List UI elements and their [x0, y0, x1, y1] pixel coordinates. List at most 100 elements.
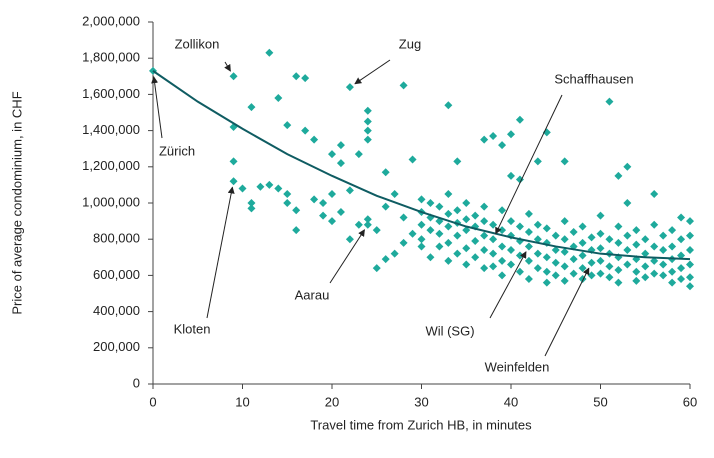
point	[614, 278, 623, 287]
point	[283, 189, 292, 198]
point	[247, 103, 256, 112]
point	[399, 213, 408, 222]
point	[542, 224, 551, 233]
point	[578, 222, 587, 231]
point	[515, 267, 524, 276]
point	[551, 231, 560, 240]
point	[605, 262, 614, 271]
point	[515, 222, 524, 231]
annotation-label: Zollikon	[175, 36, 220, 51]
point	[444, 101, 453, 110]
x-tick-label: 40	[504, 394, 518, 409]
point	[551, 246, 560, 255]
y-tick-label: 1,600,000	[82, 86, 140, 101]
point	[319, 211, 328, 220]
point	[247, 204, 256, 213]
point	[292, 206, 301, 215]
point	[650, 256, 659, 265]
point	[560, 235, 569, 244]
point	[677, 213, 686, 222]
point	[480, 264, 489, 273]
point	[641, 235, 650, 244]
x-tick-label: 50	[593, 394, 607, 409]
point	[605, 273, 614, 282]
y-tick-label: 1,000,000	[82, 194, 140, 209]
point	[686, 260, 694, 269]
point	[560, 262, 569, 271]
y-tick-label: 1,800,000	[82, 50, 140, 65]
point	[623, 260, 632, 269]
point	[408, 229, 417, 238]
point	[417, 220, 426, 229]
point	[569, 227, 578, 236]
point	[453, 249, 462, 258]
point	[596, 244, 605, 253]
point	[435, 242, 444, 251]
point	[560, 157, 569, 166]
point	[480, 135, 489, 144]
point	[399, 238, 408, 247]
point	[247, 199, 256, 207]
point	[256, 182, 265, 191]
point	[336, 141, 345, 150]
point	[489, 220, 498, 229]
point	[462, 244, 471, 253]
point	[650, 220, 659, 229]
point	[498, 271, 507, 280]
point	[354, 220, 363, 229]
y-tick-label: 600,000	[93, 267, 140, 282]
y-axis-title: Price of average condominium, in CHF	[9, 91, 24, 314]
point	[301, 74, 310, 83]
point	[408, 155, 417, 164]
point	[498, 242, 507, 251]
point	[587, 271, 596, 280]
point	[668, 267, 677, 276]
point	[283, 199, 292, 207]
point	[596, 269, 605, 278]
point	[578, 238, 587, 247]
point	[417, 235, 426, 244]
point	[614, 222, 623, 231]
y-tick-label: 1,200,000	[82, 158, 140, 173]
x-tick-label: 10	[235, 394, 249, 409]
point	[390, 189, 399, 198]
point	[677, 251, 686, 260]
point	[605, 97, 614, 106]
point	[328, 150, 336, 159]
point	[507, 260, 515, 269]
annotation-label: Kloten	[174, 321, 211, 336]
point	[363, 126, 372, 135]
y-tick-label: 400,000	[93, 303, 140, 318]
point	[632, 240, 641, 249]
point	[354, 150, 363, 159]
point	[632, 255, 641, 264]
point	[659, 271, 668, 280]
point	[560, 247, 569, 256]
point	[480, 231, 489, 240]
point	[587, 233, 596, 242]
point	[363, 220, 372, 229]
point	[623, 162, 632, 171]
point	[578, 264, 587, 273]
point	[632, 267, 641, 276]
point	[489, 249, 498, 258]
annotation-label: Zug	[399, 36, 421, 51]
point	[345, 235, 354, 244]
point	[551, 271, 560, 280]
point	[480, 202, 489, 211]
annotation-arrow	[329, 229, 365, 284]
point	[489, 262, 498, 271]
point	[489, 235, 498, 244]
x-tick-label: 0	[149, 394, 156, 409]
point	[328, 189, 336, 198]
y-tick-label: 2,000,000	[82, 13, 140, 28]
point	[372, 264, 381, 273]
point	[444, 222, 453, 231]
point	[623, 246, 632, 255]
point	[659, 246, 668, 255]
point	[659, 260, 668, 269]
point	[686, 231, 694, 240]
point	[274, 94, 283, 103]
point	[650, 189, 659, 198]
